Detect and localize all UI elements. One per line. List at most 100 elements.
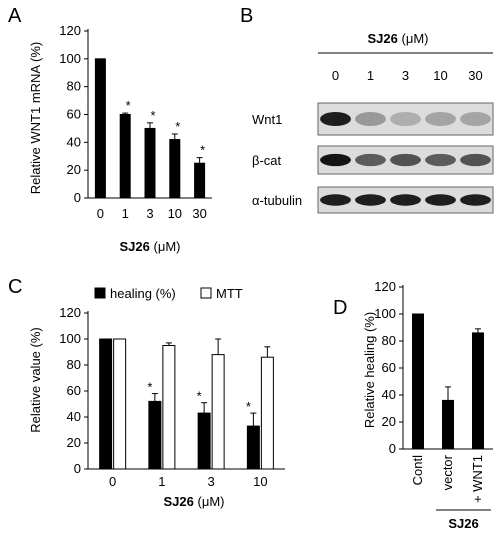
panel-c-legend-label: healing (%) bbox=[110, 286, 176, 301]
panel-b-lane-label: 30 bbox=[468, 68, 482, 83]
panel-b-band bbox=[460, 153, 491, 167]
panel-c-y-axis-title: Relative value (%) bbox=[28, 327, 43, 433]
panel-b-band bbox=[460, 194, 491, 206]
panel-a-y-tick-label: 80 bbox=[67, 79, 81, 94]
panel-b-band bbox=[355, 111, 386, 127]
panel-d-y-tick-label: 20 bbox=[382, 414, 396, 429]
panel-a-bar bbox=[194, 162, 206, 199]
panel-b-band bbox=[390, 194, 421, 206]
panel-b-row-label: β-cat bbox=[252, 153, 282, 168]
panel-a-x-tick-label: 10 bbox=[168, 206, 182, 221]
panel-b-title: SJ26 (μM) bbox=[368, 31, 429, 46]
panel-a-bar bbox=[169, 139, 181, 199]
panel-a-bar bbox=[94, 58, 106, 199]
panel-c-bar-series-1 bbox=[148, 400, 162, 470]
panel-a-significance-star: * bbox=[126, 98, 131, 113]
panel-c-x-tick-label: 10 bbox=[253, 474, 267, 489]
panel-b-band bbox=[460, 111, 491, 127]
panel-d-y-tick-label: 0 bbox=[389, 441, 396, 456]
panel-c-significance-star: * bbox=[246, 399, 251, 414]
panel-a-y-tick-label: 60 bbox=[67, 107, 81, 122]
panel-a-bar bbox=[119, 114, 131, 199]
panel-d-x-tick-label: vector bbox=[440, 454, 455, 490]
panel-b-band bbox=[425, 153, 456, 167]
panel-d-bar bbox=[442, 399, 454, 450]
panel-b-blot: 0 1 3 10 30 Wnt1 β-cat α-tubulin bbox=[252, 68, 494, 214]
panel-d-y-tick-label: 120 bbox=[374, 279, 396, 294]
panel-b-band bbox=[355, 194, 386, 206]
panel-b-band bbox=[390, 153, 421, 167]
panel-b-band bbox=[425, 111, 456, 127]
panel-a-x-tick-label: 1 bbox=[122, 206, 129, 221]
panel-a-plot-area: 0 20 40 60 80 100 120 0 * 1 * 3 * 10 * 30 bbox=[59, 23, 212, 221]
panel-c-bar-series-2 bbox=[260, 356, 274, 470]
panel-b-lane-label: 3 bbox=[402, 68, 409, 83]
panel-c-xlabel-bold: SJ26 bbox=[164, 494, 194, 509]
panel-b-letter: B bbox=[240, 5, 253, 27]
panel-c-y-tick-label: 80 bbox=[67, 357, 81, 372]
panel-c-significance-star: * bbox=[147, 380, 152, 395]
panel-a-x-tick-label: 3 bbox=[146, 206, 153, 221]
panel-c-x-tick-label: 0 bbox=[109, 474, 116, 489]
panel-b-band bbox=[320, 111, 351, 127]
panel-b-band bbox=[320, 194, 351, 206]
panel-c-y-tick-label: 20 bbox=[67, 435, 81, 450]
panel-c-x-tick-label: 3 bbox=[208, 474, 215, 489]
panel-a-significance-star: * bbox=[175, 119, 180, 134]
panel-a-x-tick-label: 30 bbox=[192, 206, 206, 221]
panel-c-legend-label: MTT bbox=[216, 286, 243, 301]
panel-d-x-tick-label: Contl bbox=[410, 455, 425, 485]
panel-c-bar-series-2 bbox=[162, 345, 176, 470]
panel-c-y-tick-label: 120 bbox=[59, 305, 81, 320]
panel-b-title-unit: (μM) bbox=[402, 31, 429, 46]
panel-b-row-label: Wnt1 bbox=[252, 112, 282, 127]
panel-b-band bbox=[320, 153, 351, 167]
panel-d-plot-area: 0 20 40 60 80 100 120 Contl vector + WNT1 SJ26 bbox=[374, 279, 493, 531]
panel-c-bar-series-2 bbox=[211, 354, 225, 470]
panel-b-row-label: α-tubulin bbox=[252, 193, 302, 208]
panel-c-y-tick-label: 60 bbox=[67, 383, 81, 398]
panel-c-significance-star: * bbox=[197, 389, 202, 404]
panel-c-y-tick-label: 40 bbox=[67, 409, 81, 424]
panel-d-y-tick-label: 40 bbox=[382, 387, 396, 402]
panel-a-y-tick-label: 120 bbox=[59, 23, 81, 38]
panel-c-bar-series-1 bbox=[246, 425, 260, 470]
panel-a-y-axis-title: Relative WNT1 mRNA (%) bbox=[28, 42, 43, 194]
panel-c-legend-swatch bbox=[200, 287, 212, 299]
panel-a: A 0 20 40 60 80 100 120 0 * 1 * 3 * 10 * 30 Relative WN… bbox=[8, 5, 212, 254]
panel-d-bar bbox=[412, 313, 424, 450]
panel-c-legend-swatch bbox=[94, 287, 106, 299]
panel-c-xlabel-unit: (μM) bbox=[198, 494, 225, 509]
panel-c-x-axis-title: SJ26 (μM) bbox=[164, 494, 225, 509]
panel-a-xlabel-bold: SJ26 bbox=[120, 239, 150, 254]
panel-b-band bbox=[425, 194, 456, 206]
panel-a-y-tick-label: 20 bbox=[67, 162, 81, 177]
panel-c-plot-area: 0 20 40 60 80 100 120 0 * 1 * 3 * 10 healing (%) MTT bbox=[59, 286, 285, 489]
panel-d-y-axis-title: Relative healing (%) bbox=[362, 312, 377, 428]
panel-a-y-tick-label: 100 bbox=[59, 51, 81, 66]
panel-d-x-tick-label: + WNT1 bbox=[470, 455, 485, 503]
panel-a-x-tick-label: 0 bbox=[97, 206, 104, 221]
panel-c-x-tick-label: 1 bbox=[158, 474, 165, 489]
panel-c-y-tick-label: 100 bbox=[59, 331, 81, 346]
panel-a-xlabel-unit: (μM) bbox=[154, 239, 181, 254]
panel-c-bar-series-1 bbox=[99, 338, 113, 470]
panel-a-y-tick-label: 40 bbox=[67, 134, 81, 149]
panel-c-y-tick-label: 0 bbox=[74, 461, 81, 476]
panel-b-lane-label: 10 bbox=[433, 68, 447, 83]
panel-b: B SJ26 (μM) 0 1 3 10 30 Wnt1 β-cat α-tubulin bbox=[240, 5, 494, 214]
panel-d-y-tick-label: 60 bbox=[382, 360, 396, 375]
panel-a-letter: A bbox=[8, 5, 22, 27]
panel-b-lane-label: 1 bbox=[367, 68, 374, 83]
panel-a-significance-star: * bbox=[150, 108, 155, 123]
panel-d: D 0 20 40 60 80 100 120 Contl vector + WNT1 SJ26 R… bbox=[333, 279, 493, 531]
panel-c-bar-series-1 bbox=[197, 412, 211, 470]
panel-b-band bbox=[355, 153, 386, 167]
panel-d-group-label: SJ26 bbox=[448, 516, 478, 531]
panel-b-lane-label: 0 bbox=[332, 68, 339, 83]
panel-c-bar-series-2 bbox=[113, 338, 127, 470]
panel-a-bar bbox=[144, 127, 156, 199]
panel-d-bar bbox=[472, 332, 484, 450]
